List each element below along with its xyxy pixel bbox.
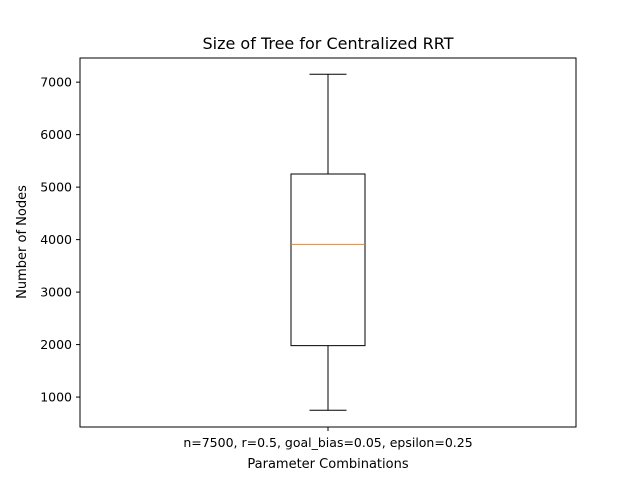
iqr-box — [290, 173, 366, 347]
y-tick-label: 5000 — [40, 180, 72, 195]
y-tick-label: 6000 — [40, 127, 72, 142]
y-tick-label: 2000 — [40, 337, 72, 352]
y-tick-label: 1000 — [40, 390, 72, 405]
chart-title: Size of Tree for Centralized RRT — [203, 34, 454, 53]
y-axis: 1000 2000 3000 4000 5000 6000 7000 — [40, 75, 80, 405]
y-tick-label: 7000 — [40, 75, 72, 90]
y-tick-label: 3000 — [40, 285, 72, 300]
box-series — [290, 73, 366, 411]
x-axis: n=7500, r=0.5, goal_bias=0.05, epsilon=0… — [183, 427, 473, 450]
y-axis-label: Number of Nodes — [15, 185, 30, 299]
x-tick-label: n=7500, r=0.5, goal_bias=0.05, epsilon=0… — [183, 435, 472, 450]
x-axis-label: Parameter Combinations — [247, 457, 408, 472]
y-tick-label: 4000 — [40, 232, 72, 247]
